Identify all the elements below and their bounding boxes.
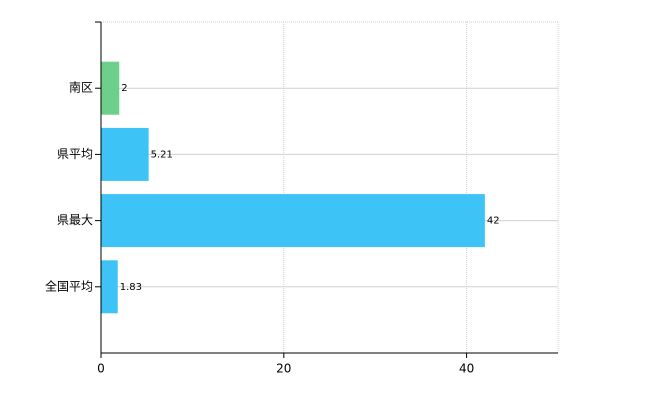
y-tick-label: 南区 (69, 80, 93, 95)
y-tick-label: 全国平均 (45, 278, 93, 293)
value-label: 2 (121, 83, 127, 94)
y-tick-label: 県最大 (57, 213, 93, 227)
x-tick-label: 40 (459, 362, 474, 376)
x-tick-label: 0 (97, 362, 105, 376)
value-label: 1.83 (120, 282, 142, 293)
bar (101, 260, 118, 314)
bar (101, 61, 120, 115)
bar (101, 127, 149, 181)
y-tick-label: 県平均 (57, 147, 93, 161)
bar (101, 194, 485, 248)
value-label: 5.21 (151, 149, 173, 160)
x-tick-label: 20 (276, 362, 291, 376)
value-label: 42 (487, 216, 500, 227)
